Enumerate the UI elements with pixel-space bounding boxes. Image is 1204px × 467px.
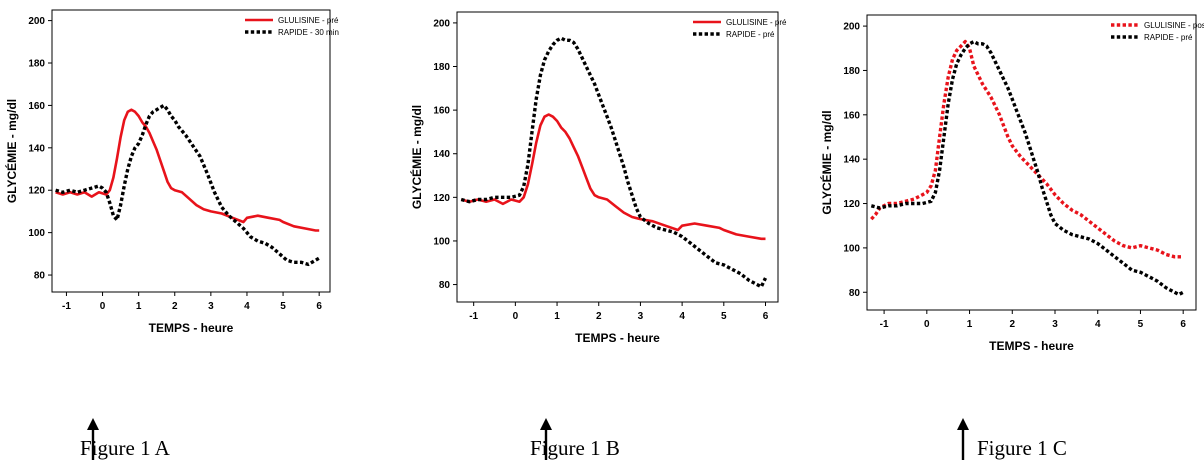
figure-1a-panel: 80 100 120 140 160 180 200 -1 0 1 2 3 4 5 6 TEMPS - heu… (0, 0, 360, 467)
y-tick-label: 100 (28, 228, 45, 239)
plot-frame (456, 11, 779, 303)
plot-frame (51, 9, 331, 293)
x-tick-label: 1 (554, 311, 560, 322)
x-tick-label: 0 (513, 311, 519, 322)
series-line-rapide (870, 39, 1184, 297)
series-line-glulisine (870, 39, 1184, 259)
chart-1c: 80 100 120 140 160 180 200 -1 0 1 2 3 4 5 6 TEMPS - heu… (819, 14, 1204, 353)
y-tick-label: 100 (433, 236, 450, 247)
y-tick-label: 80 (34, 271, 46, 282)
y-axis-label: GLYCÉMIE - mg/dl (409, 105, 424, 209)
x-tick-label: -1 (469, 311, 478, 322)
x-tick-label: 6 (1180, 319, 1186, 330)
y-tick-label: 120 (843, 199, 860, 210)
y-tick-label: 100 (843, 243, 860, 254)
x-axis-label: TEMPS - heure (149, 321, 234, 335)
x-tick-label: 3 (638, 311, 644, 322)
legend-label: RAPIDE - 30 min (278, 28, 339, 37)
figure-1b-panel: 80 100 120 140 160 180 200 -1 0 1 2 3 4 5 6 TEMPS - heu… (400, 0, 800, 467)
x-tick-label: 2 (596, 311, 602, 322)
x-tick-label: 0 (924, 319, 930, 330)
x-tick-label: 2 (1009, 319, 1015, 330)
x-tick-label: 4 (679, 311, 685, 322)
y-tick-label: 160 (843, 110, 860, 121)
legend-label: GLULISINE - pré (726, 18, 787, 27)
x-axis-label: TEMPS - heure (989, 339, 1074, 353)
series-line-rapide (460, 36, 768, 289)
x-tick-label: 3 (208, 301, 214, 312)
y-tick-label: 80 (849, 288, 861, 299)
x-tick-label: 3 (1052, 319, 1058, 330)
arrow-up-icon (957, 418, 969, 460)
y-tick-label: 120 (433, 193, 450, 204)
y-tick-label: 200 (433, 18, 450, 29)
y-axis-label: GLYCÉMIE - mg/dl (819, 110, 834, 214)
x-tick-label: 2 (172, 301, 178, 312)
arrow-up-icon (540, 418, 552, 460)
y-axis-label: GLYCÉMIE - mg/dl (4, 99, 19, 203)
x-tick-label: 0 (100, 301, 106, 312)
x-tick-label: -1 (62, 301, 71, 312)
legend-label: RAPIDE - pré (1144, 33, 1193, 42)
y-tick-label: 160 (433, 106, 450, 117)
chart-1a: 80 100 120 140 160 180 200 -1 0 1 2 3 4 5 6 TEMPS - heu… (4, 9, 339, 335)
x-tick-label: 5 (721, 311, 727, 322)
y-tick-label: 120 (28, 186, 45, 197)
y-tick-label: 180 (28, 59, 45, 70)
x-tick-label: 5 (280, 301, 286, 312)
x-tick-label: 1 (136, 301, 142, 312)
y-tick-label: 180 (433, 62, 450, 73)
figure-caption: Figure 1 B (530, 436, 620, 460)
y-tick-label: 160 (28, 101, 45, 112)
plot-frame (866, 14, 1197, 311)
series-line-glulisine (460, 113, 766, 241)
arrow-up-icon (87, 418, 99, 460)
y-tick-label: 140 (433, 149, 450, 160)
x-tick-label: -1 (880, 319, 889, 330)
chart-1b: 80 100 120 140 160 180 200 -1 0 1 2 3 4 5 6 TEMPS - heu… (409, 11, 787, 345)
y-tick-label: 200 (843, 22, 860, 33)
figure-caption: Figure 1 C (977, 436, 1067, 460)
x-tick-label: 5 (1138, 319, 1144, 330)
series-line-rapide (55, 103, 321, 267)
x-tick-label: 4 (244, 301, 250, 312)
y-tick-label: 140 (843, 155, 860, 166)
x-tick-label: 4 (1095, 319, 1101, 330)
figure-caption: Figure 1 A (80, 436, 170, 460)
y-tick-label: 80 (439, 280, 451, 291)
y-tick-label: 180 (843, 66, 860, 77)
series-line-glulisine (55, 108, 320, 232)
y-tick-label: 140 (28, 143, 45, 154)
legend-label: GLULISINE - post (1144, 21, 1204, 30)
x-axis-label: TEMPS - heure (575, 331, 660, 345)
x-tick-label: 6 (763, 311, 769, 322)
legend-label: GLULISINE - pré (278, 16, 339, 25)
legend-label: RAPIDE - pré (726, 30, 775, 39)
x-tick-label: 1 (967, 319, 973, 330)
figure-1c-panel: 80 100 120 140 160 180 200 -1 0 1 2 3 4 5 6 TEMPS - heu… (800, 0, 1204, 467)
y-tick-label: 200 (28, 16, 45, 27)
x-tick-label: 6 (316, 301, 322, 312)
